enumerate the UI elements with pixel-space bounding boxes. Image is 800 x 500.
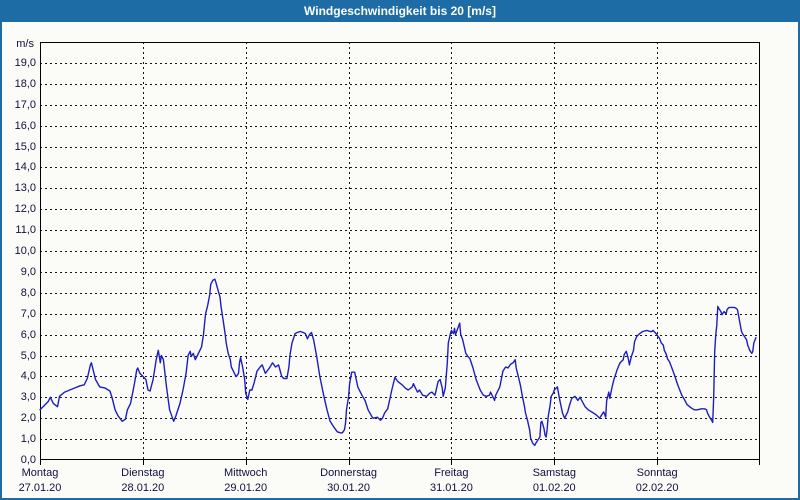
y-axis-tick-label: 17,0 bbox=[14, 98, 36, 111]
y-axis-tick-label: 6,0 bbox=[20, 328, 36, 341]
y-axis-tick-label: 19,0 bbox=[14, 56, 36, 69]
grid-lines bbox=[40, 42, 760, 460]
x-axis-day-label: Sonntag 02.02.20 bbox=[602, 467, 712, 495]
x-axis-day-label: Montag 27.01.20 bbox=[0, 467, 95, 495]
y-axis-tick-label: 11,0 bbox=[15, 224, 36, 237]
y-axis-tick-label: 16,0 bbox=[14, 119, 36, 132]
y-axis-tick-label: 9,0 bbox=[20, 265, 36, 278]
x-axis-day-label: Samstag 01.02.20 bbox=[499, 467, 609, 495]
y-axis-tick-label: 15,0 bbox=[14, 140, 36, 153]
y-axis-tick-label: 3,0 bbox=[20, 391, 36, 404]
weekday-date: 01.02.20 bbox=[532, 482, 576, 494]
y-axis-tick-label: 8,0 bbox=[20, 286, 36, 299]
weekday-date: 29.01.20 bbox=[224, 482, 268, 494]
chart-title: Windgeschwindigkeit bis 20 [m/s] bbox=[304, 4, 496, 18]
weekday-date: 02.02.20 bbox=[635, 482, 679, 494]
x-axis-day-label: Donnerstag 30.01.20 bbox=[294, 467, 404, 495]
weekday-date: 30.01.20 bbox=[327, 482, 370, 494]
y-axis-tick-label: 14,0 bbox=[14, 161, 36, 174]
x-axis-day-label: Dienstag 28.01.20 bbox=[88, 467, 198, 495]
y-axis-tick-label: 5,0 bbox=[20, 349, 36, 362]
y-axis-tick-label: 2,0 bbox=[20, 412, 36, 425]
y-axis-tick-label: 13,0 bbox=[14, 182, 36, 195]
y-axis-unit-label: m/s bbox=[16, 38, 34, 50]
y-axis-tick-label: 4,0 bbox=[20, 370, 36, 383]
title-bar: Windgeschwindigkeit bis 20 [m/s] bbox=[0, 0, 800, 22]
weekday-date: 31.01.20 bbox=[430, 482, 473, 494]
y-axis-tick-label: 10,0 bbox=[14, 245, 36, 257]
y-axis-tick-label: 1,0 bbox=[20, 433, 36, 446]
x-axis-day-label: Freitag 31.01.20 bbox=[396, 467, 506, 495]
weekday-name: Donnerstag bbox=[320, 467, 377, 479]
weekday-date: 27.01.20 bbox=[18, 482, 62, 494]
y-axis-tick-label: 18,0 bbox=[14, 77, 36, 90]
x-axis-day-label: Mittwoch 29.01.20 bbox=[191, 467, 301, 495]
y-axis-tick-label: 0,0 bbox=[20, 454, 36, 466]
weekday-name: Montag bbox=[21, 467, 59, 479]
wind-speed-line bbox=[39, 278, 757, 447]
y-axis-tick-label: 12,0 bbox=[14, 203, 36, 216]
chart-canvas: m/s 0,0 1,0 2,0 3,0 4,0 5,0 6,0 7,0 8,0 9,0 10,0 11… bbox=[2, 22, 798, 498]
weekday-date: 28.01.20 bbox=[121, 482, 165, 494]
weekday-name: Dienstag bbox=[121, 467, 165, 479]
weekday-name: Sonntag bbox=[636, 467, 678, 479]
x-axis-ticks bbox=[40, 460, 760, 465]
y-axis-tick-label: 7,0 bbox=[20, 307, 36, 320]
weekday-name: Samstag bbox=[532, 467, 576, 479]
weekday-name: Mittwoch bbox=[224, 467, 268, 479]
plot-frame bbox=[40, 42, 760, 460]
wind-speed-plot bbox=[39, 42, 760, 465]
weekday-name: Freitag bbox=[434, 467, 469, 479]
